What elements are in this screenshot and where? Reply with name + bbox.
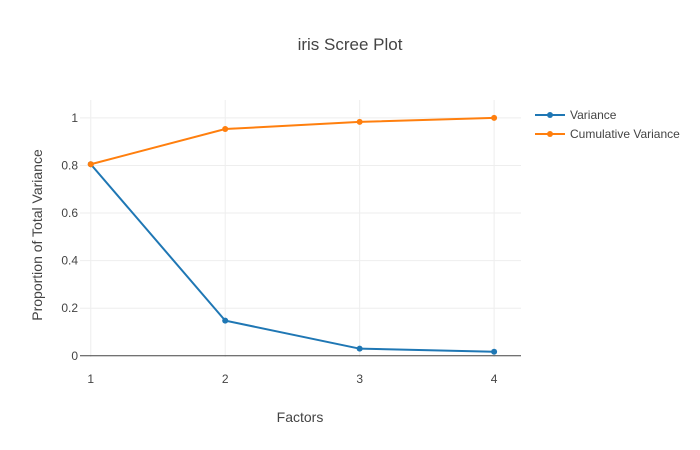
series-line — [90, 116, 495, 166]
grid — [80, 100, 521, 357]
y-axis-title: Proportion of Total Variance — [29, 149, 45, 321]
y-tick-label: 1 — [71, 111, 78, 125]
data-point[interactable] — [87, 161, 94, 168]
x-tick-label: 2 — [222, 372, 229, 386]
series-cumulative-variance — [87, 114, 498, 168]
x-axis-ticks: 1 2 3 4 — [87, 372, 497, 386]
x-tick-label: 3 — [356, 372, 363, 386]
data-point[interactable] — [222, 317, 229, 324]
y-tick-label: 0 — [71, 349, 78, 363]
legend-marker-swatch — [547, 112, 553, 118]
chart-title: iris Scree Plot — [298, 35, 403, 54]
y-axis-ticks: 0 0.2 0.4 0.6 0.8 1 — [61, 111, 78, 363]
y-tick-label: 0.8 — [61, 158, 78, 172]
series-variance — [87, 161, 498, 355]
y-tick-label: 0.4 — [61, 254, 78, 268]
legend-item[interactable]: Cumulative Variance — [535, 127, 680, 141]
y-tick-label: 0.6 — [61, 206, 78, 220]
series-layer — [87, 114, 498, 355]
x-tick-label: 4 — [491, 372, 498, 386]
legend-label: Cumulative Variance — [570, 127, 680, 141]
x-axis-title: Factors — [277, 409, 324, 425]
data-point[interactable] — [356, 345, 363, 352]
legend-item[interactable]: Variance — [535, 108, 617, 122]
legend-marker-swatch — [547, 131, 553, 137]
y-tick-label: 0.2 — [61, 301, 78, 315]
data-point[interactable] — [356, 118, 363, 125]
data-point[interactable] — [491, 348, 498, 355]
x-tick-label: 1 — [87, 372, 94, 386]
legend-label: Variance — [570, 108, 617, 122]
legend[interactable]: Variance Cumulative Variance — [535, 108, 680, 141]
series-line — [89, 163, 495, 353]
data-point[interactable] — [491, 114, 498, 121]
data-point[interactable] — [222, 126, 229, 133]
